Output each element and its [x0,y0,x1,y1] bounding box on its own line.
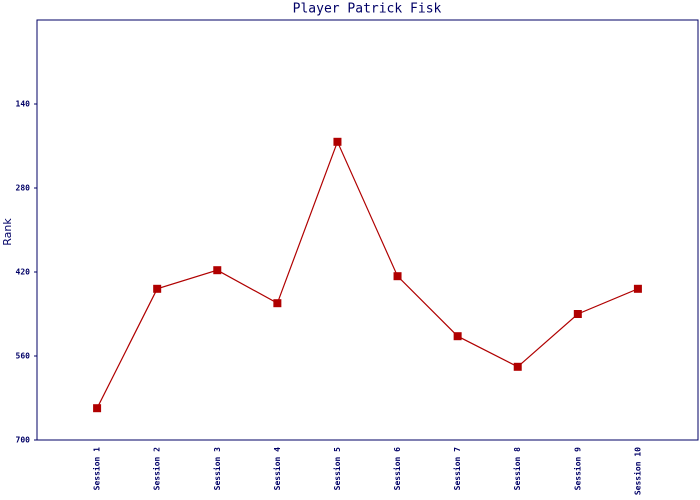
x-tick-label: Session 3 [212,447,222,491]
series-line [96,140,639,409]
y-tick-label: 420 [16,268,31,277]
chart-title: Player Patrick Fisk [293,2,442,17]
x-tick-label: Session 10 [632,447,642,495]
y-tick-label: 140 [16,100,31,109]
y-tick-label: 560 [16,352,31,361]
y-tick-label: 700 [16,436,31,445]
point-marker [213,266,222,275]
x-tick-label: Session 2 [152,447,162,491]
point-marker [513,362,522,371]
x-tick-label: Session 9 [572,447,582,491]
x-tick-label: Session 6 [392,447,402,491]
point-marker [93,404,102,413]
point-marker [273,299,282,308]
point-marker [573,310,582,318]
plot-frame [36,19,699,441]
x-tick-label: Session 5 [332,447,342,491]
point-marker [633,284,642,293]
y-axis-label: Rank [1,218,14,246]
x-tick-label: Session 1 [92,447,102,491]
point-marker [333,137,342,146]
x-tick-label: Session 4 [272,447,282,491]
point-marker [153,284,162,293]
y-tick-label: 280 [16,184,31,193]
point-marker [393,272,402,281]
x-tick-label: Session 7 [452,447,462,491]
x-tick-label: Session 8 [512,447,522,491]
point-marker [453,332,462,341]
